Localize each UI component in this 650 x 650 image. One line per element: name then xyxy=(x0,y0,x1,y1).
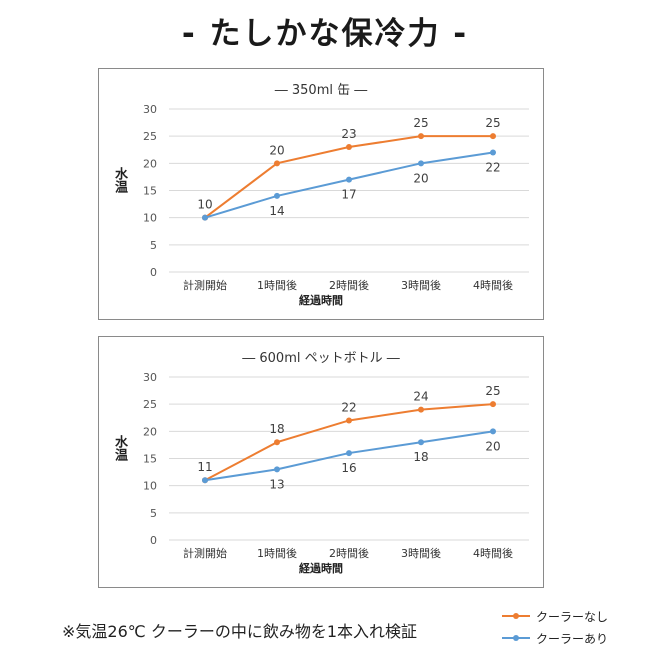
data-label: 18 xyxy=(413,450,428,464)
chart-panel-600ml-bottle: ― 600ml ペットボトル ― 水温 経過時間 0 5 10 15 20 25 30 計測開… xyxy=(98,336,544,588)
legend-item-cooler: クーラーあり xyxy=(502,627,608,649)
y-tick-label: 10 xyxy=(143,480,157,493)
y-tick-label: 20 xyxy=(143,157,157,170)
x-tick-label: 1時間後 xyxy=(257,278,297,292)
data-point xyxy=(346,144,352,151)
data-point xyxy=(346,176,352,183)
data-point xyxy=(490,149,496,156)
data-point xyxy=(490,133,496,140)
data-point xyxy=(274,160,280,167)
legend-label: クーラーなし xyxy=(536,609,609,624)
x-axis-label: 経過時間 xyxy=(299,562,343,575)
x-axis-label: 経過時間 xyxy=(299,294,343,307)
x-tick-label: 3時間後 xyxy=(401,278,441,292)
legend-swatch-no-cooler xyxy=(502,611,530,621)
y-tick-label: 15 xyxy=(143,185,157,198)
y-tick-label: 25 xyxy=(143,130,157,143)
data-label: 14 xyxy=(269,204,284,218)
data-point xyxy=(274,192,280,199)
y-tick-label: 15 xyxy=(143,453,157,466)
data-label: 17 xyxy=(341,188,356,202)
y-tick-label: 30 xyxy=(143,103,157,116)
x-tick-label: 3時間後 xyxy=(401,546,441,560)
y-tick-label: 20 xyxy=(143,425,157,438)
data-label: 25 xyxy=(485,384,500,398)
data-label: 20 xyxy=(485,439,500,453)
data-point xyxy=(490,428,496,435)
chart-title: ― 600ml ペットボトル ― xyxy=(242,351,400,366)
y-tick-label: 10 xyxy=(143,212,157,225)
y-axis-label: 水温 xyxy=(112,435,127,461)
data-point xyxy=(418,160,424,167)
data-point xyxy=(346,417,352,424)
chart-panel-350ml-can: ― 350ml 缶 ― 水温 経過時間 0 5 10 15 20 25 30 計測開始 1時間後… xyxy=(98,68,544,320)
data-label: 23 xyxy=(341,127,356,141)
data-point xyxy=(418,406,424,413)
x-tick-label: 2時間後 xyxy=(329,278,369,292)
x-tick-label: 4時間後 xyxy=(473,278,513,292)
y-tick-label: 5 xyxy=(150,507,157,520)
y-tick-label: 30 xyxy=(143,371,157,384)
data-label: 20 xyxy=(413,171,428,185)
data-label: 10 xyxy=(197,198,212,212)
data-label: 16 xyxy=(341,461,356,475)
data-point xyxy=(202,477,208,484)
x-tick-label: 1時間後 xyxy=(257,546,297,560)
data-label: 13 xyxy=(269,477,284,491)
data-label: 18 xyxy=(269,422,284,436)
y-tick-label: 25 xyxy=(143,398,157,411)
x-tick-label: 計測開始 xyxy=(183,546,227,560)
data-label: 22 xyxy=(341,400,356,414)
data-label: 25 xyxy=(485,116,500,130)
data-point xyxy=(202,214,208,221)
chart-plot-area: 0 5 10 15 20 25 30 計測開始 1時間後 2時間後 3時間後 4時間後 10 20 23 25… xyxy=(143,103,529,292)
page-title: - たしかな保冷力 - xyxy=(181,16,469,52)
x-tick-label: 計測開始 xyxy=(183,278,227,292)
legend-swatch-cooler xyxy=(502,633,530,643)
y-tick-label: 5 xyxy=(150,239,157,252)
footnote: ※気温26℃ クーラーの中に飲み物を1本入れ検証 xyxy=(62,622,418,641)
data-point xyxy=(274,439,280,446)
data-point xyxy=(418,133,424,140)
y-tick-label: 0 xyxy=(150,266,157,279)
legend: クーラーなし クーラーあり xyxy=(502,605,608,649)
y-axis-label: 水温 xyxy=(112,167,127,193)
data-label: 11 xyxy=(197,460,212,474)
chart-title: ― 350ml 缶 ― xyxy=(274,83,368,98)
data-label: 20 xyxy=(269,143,284,157)
y-tick-label: 0 xyxy=(150,534,157,547)
data-label: 22 xyxy=(485,160,500,174)
data-point xyxy=(490,401,496,408)
data-point xyxy=(274,466,280,473)
x-tick-label: 4時間後 xyxy=(473,546,513,560)
chart-plot-area: 0 5 10 15 20 25 30 計測開始 1時間後 2時間後 3時間後 4時間後 11 18 22 24… xyxy=(143,371,529,560)
data-point xyxy=(418,439,424,446)
legend-label: クーラーあり xyxy=(536,631,609,646)
data-label: 24 xyxy=(413,390,428,404)
data-label: 25 xyxy=(413,116,428,130)
x-tick-label: 2時間後 xyxy=(329,546,369,560)
data-point xyxy=(346,450,352,457)
legend-item-no-cooler: クーラーなし xyxy=(502,605,608,627)
